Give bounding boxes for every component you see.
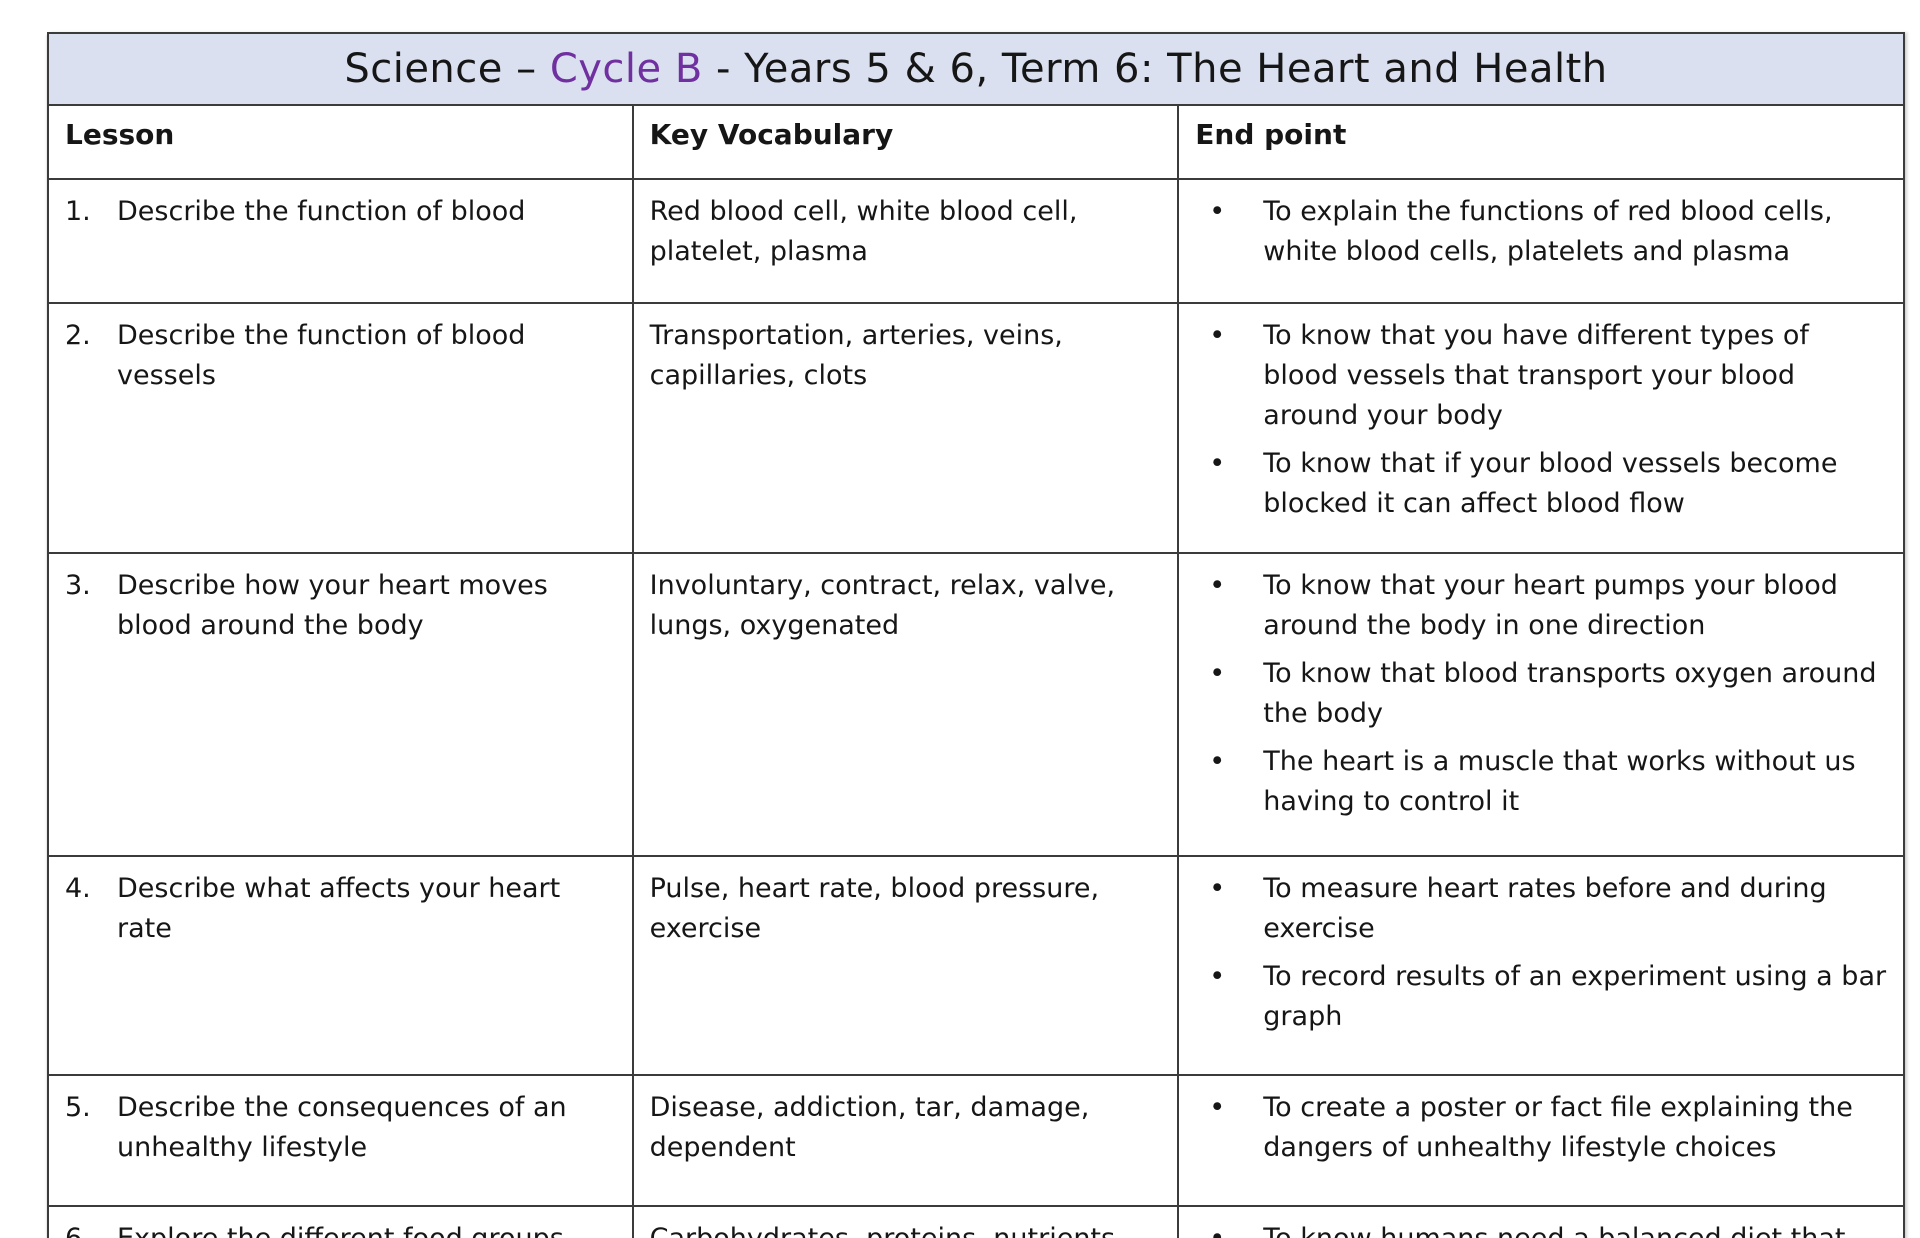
table-row: 6. Explore the different food groups and… xyxy=(47,1205,1905,1238)
lesson-cell: 1. Describe the function of blood xyxy=(47,178,634,304)
lesson-number: 2. xyxy=(65,320,91,351)
table-row: 5. Describe the consequences of an unhea… xyxy=(47,1074,1905,1207)
lesson-cell: 3. Describe how your heart moves blood a… xyxy=(47,552,634,857)
table-row: 1. Describe the function of blood Red bl… xyxy=(47,178,1905,304)
bullet-icon: • xyxy=(1209,320,1226,351)
vocabulary-cell: Involuntary, contract, relax, valve, lun… xyxy=(631,552,1180,857)
lesson-cell: 2. Describe the function of blood vessel… xyxy=(47,302,634,554)
endpoint-text: To explain the functions of red blood ce… xyxy=(1263,196,1833,267)
title-suffix: - Years 5 & 6, Term 6: The Heart and Hea… xyxy=(702,46,1608,92)
column-header-lesson: Lesson xyxy=(47,104,634,180)
lesson-cell: 5. Describe the consequences of an unhea… xyxy=(47,1074,634,1207)
vocabulary-cell: Pulse, heart rate, blood pressure, exerc… xyxy=(631,855,1180,1076)
bullet-icon: • xyxy=(1209,873,1226,904)
lesson-text: Describe how your heart moves blood arou… xyxy=(117,570,548,641)
endpoint-item: • To know that if your blood vessels bec… xyxy=(1195,444,1889,524)
lesson-text: Describe the function of blood xyxy=(117,196,526,227)
vocabulary-cell: Red blood cell, white blood cell, platel… xyxy=(631,178,1180,304)
endpoint-text: To know humans need a balanced diet that… xyxy=(1263,1219,1889,1238)
bullet-icon: • xyxy=(1209,570,1226,601)
bullet-icon: • xyxy=(1209,961,1226,992)
table-row: 3. Describe how your heart moves blood a… xyxy=(47,552,1905,857)
lesson-number: 3. xyxy=(65,570,91,601)
table-row: 2. Describe the function of blood vessel… xyxy=(47,302,1905,554)
endpoint-cell: • To create a poster or fact file explai… xyxy=(1177,1074,1905,1207)
title-row: Science – Cycle B - Years 5 & 6, Term 6:… xyxy=(47,32,1905,106)
table-row: 4. Describe what affects your heart rate… xyxy=(47,855,1905,1076)
endpoint-text: To record results of an experiment using… xyxy=(1263,961,1887,1032)
vocabulary-cell: Disease, addiction, tar, damage, depende… xyxy=(631,1074,1180,1207)
endpoint-item: • To create a poster or fact file explai… xyxy=(1195,1088,1889,1168)
bullet-icon: • xyxy=(1209,1092,1226,1123)
endpoint-text: To know that blood transports oxygen aro… xyxy=(1263,658,1877,729)
title-prefix: Science – xyxy=(344,46,550,92)
lesson-cell: 4. Describe what affects your heart rate xyxy=(47,855,634,1076)
header-row: Lesson Key Vocabulary End point xyxy=(47,104,1905,180)
endpoint-cell: • To measure heart rates before and duri… xyxy=(1177,855,1905,1076)
lesson-number: 5. xyxy=(65,1092,91,1123)
vocabulary-cell: Transportation, arteries, veins, capilla… xyxy=(631,302,1180,554)
bullet-icon: • xyxy=(1209,746,1226,777)
endpoint-item: • To know that you have different types … xyxy=(1195,316,1889,436)
title-cycle-highlight: Cycle B xyxy=(549,46,703,92)
lesson-number: 4. xyxy=(65,873,91,904)
column-header-endpoint: End point xyxy=(1177,104,1905,180)
endpoint-text: To create a poster or fact file explaini… xyxy=(1263,1092,1853,1163)
lesson-text: Explore the different food groups and id… xyxy=(117,1219,618,1238)
endpoint-text: To measure heart rates before and during… xyxy=(1263,873,1827,944)
endpoint-item: • The heart is a muscle that works witho… xyxy=(1195,742,1889,822)
endpoint-cell: • To know that your heart pumps your blo… xyxy=(1177,552,1905,857)
endpoint-item: • To measure heart rates before and duri… xyxy=(1195,869,1889,949)
endpoint-text: The heart is a muscle that works without… xyxy=(1263,746,1856,817)
column-header-vocabulary: Key Vocabulary xyxy=(631,104,1180,180)
endpoint-item: • To know that your heart pumps your blo… xyxy=(1195,566,1889,646)
endpoint-cell: • To know humans need a balanced diet th… xyxy=(1177,1205,1905,1238)
endpoint-text: To know that you have different types of… xyxy=(1263,320,1809,431)
curriculum-table: Science – Cycle B - Years 5 & 6, Term 6:… xyxy=(47,32,1905,1238)
endpoint-item: • To know that blood transports oxygen a… xyxy=(1195,654,1889,734)
endpoint-text: To know that your heart pumps your blood… xyxy=(1263,570,1838,641)
endpoint-item: • To explain the functions of red blood … xyxy=(1195,192,1889,272)
lesson-text: Describe the function of blood vessels xyxy=(117,320,526,391)
endpoint-item: • To know humans need a balanced diet th… xyxy=(1195,1219,1889,1238)
endpoint-cell: • To explain the functions of red blood … xyxy=(1177,178,1905,304)
bullet-icon: • xyxy=(1209,448,1226,479)
bullet-icon: • xyxy=(1209,658,1226,689)
lesson-text: Describe the consequences of an unhealth… xyxy=(117,1092,567,1163)
vocabulary-cell: Carbohydrates, proteins, nutrients, vita… xyxy=(631,1205,1180,1238)
endpoint-text: To know that if your blood vessels becom… xyxy=(1263,448,1838,519)
lesson-number: 6. xyxy=(65,1219,117,1238)
endpoint-cell: • To know that you have different types … xyxy=(1177,302,1905,554)
endpoint-item: • To record results of an experiment usi… xyxy=(1195,957,1889,1037)
bullet-icon: • xyxy=(1209,196,1226,227)
page-title: Science – Cycle B - Years 5 & 6, Term 6:… xyxy=(47,32,1905,106)
lesson-number: 1. xyxy=(65,196,91,227)
lesson-cell: 6. Explore the different food groups and… xyxy=(47,1205,634,1238)
lesson-text: Describe what affects your heart rate xyxy=(117,873,561,944)
bullet-icon: • xyxy=(1209,1219,1263,1238)
